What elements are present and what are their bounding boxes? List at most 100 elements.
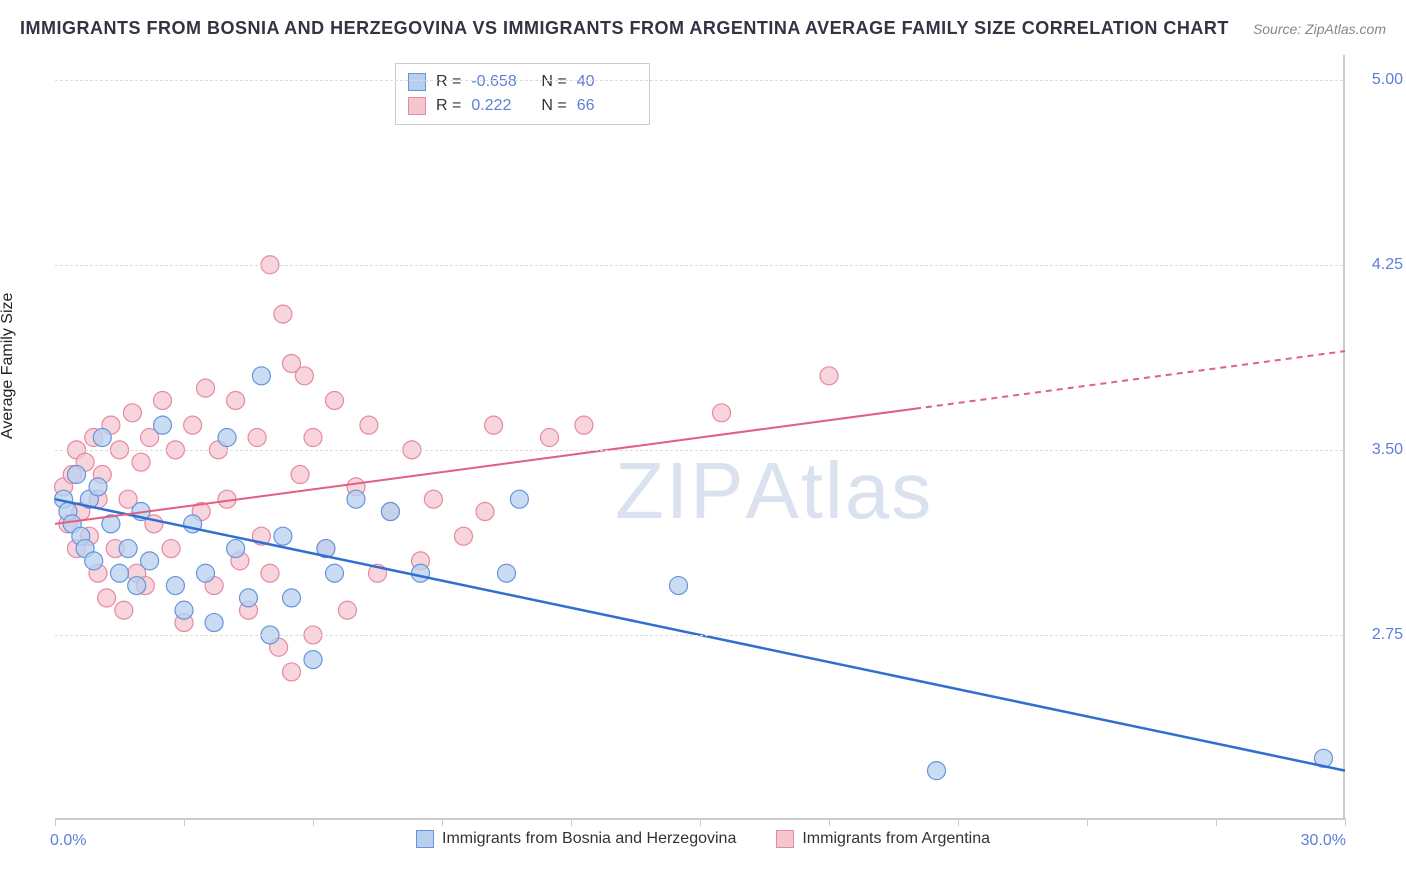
data-point [252,367,270,385]
data-point [154,416,172,434]
data-point [132,453,150,471]
data-point [360,416,378,434]
legend-label: Immigrants from Bosnia and Herzegovina [442,830,736,848]
data-point [304,429,322,447]
data-point [304,651,322,669]
data-point [670,577,688,595]
data-point [291,466,309,484]
data-point [85,552,103,570]
gridline [55,450,1343,451]
stat-n-value: 40 [577,70,637,94]
y-tick-label: 5.00 [1372,71,1403,89]
series-legend: Immigrants from Bosnia and Herzegovina Im… [0,830,1406,848]
data-point [326,564,344,582]
data-point [89,478,107,496]
legend-swatch [408,73,426,91]
data-point [575,416,593,434]
legend-item: Immigrants from Argentina [776,830,990,848]
source-attribution: Source: ZipAtlas.com [1253,21,1386,37]
data-point [485,416,503,434]
data-point [541,429,559,447]
data-point [476,503,494,521]
legend-swatch [416,830,434,848]
x-tick [1216,818,1217,826]
data-point [274,305,292,323]
data-point [98,589,116,607]
stat-n-label: N = [541,94,566,118]
x-tick [184,818,185,826]
gridline [55,265,1343,266]
data-point [166,577,184,595]
x-tick [571,818,572,826]
plot-area: R =-0.658N =40R =0.222N =66 ZIPAtlas 2.7… [55,55,1345,820]
gridline [55,635,1343,636]
y-tick-label: 3.50 [1372,441,1403,459]
data-point [197,379,215,397]
y-tick-label: 2.75 [1372,626,1403,644]
trend-line-extrapolated [915,351,1345,409]
data-point [218,429,236,447]
x-tick [829,818,830,826]
x-tick [442,818,443,826]
data-point [274,527,292,545]
legend-swatch [776,830,794,848]
data-point [248,429,266,447]
correlation-stats-box: R = -0.658 N = 40 R = 0.222 N = 66 [395,63,650,125]
stat-r-label: R = [436,70,461,94]
scatter-svg [55,55,1343,818]
x-tick [313,818,314,826]
data-point [820,367,838,385]
x-tick [1345,818,1346,826]
data-point [295,367,313,385]
data-point [455,527,473,545]
x-tick [1087,818,1088,826]
legend-item: Immigrants from Bosnia and Herzegovina [416,830,736,848]
stats-row: R = -0.658 N = 40 [408,70,637,94]
data-point [227,540,245,558]
data-point [184,416,202,434]
data-point [68,466,86,484]
stats-row: R = 0.222 N = 66 [408,94,637,118]
data-point [928,762,946,780]
x-tick [958,818,959,826]
data-point [510,490,528,508]
data-point [141,552,159,570]
data-point [162,540,180,558]
data-point [123,404,141,422]
chart-header: IMMIGRANTS FROM BOSNIA AND HERZEGOVINA V… [20,18,1386,39]
data-point [326,391,344,409]
data-point [93,429,111,447]
chart-title: IMMIGRANTS FROM BOSNIA AND HERZEGOVINA V… [20,18,1229,39]
data-point [111,564,129,582]
x-tick [55,818,56,826]
stat-r-value: 0.222 [471,94,531,118]
data-point [347,490,365,508]
data-point [412,564,430,582]
data-point [283,663,301,681]
stat-n-label: N = [541,70,566,94]
data-point [175,601,193,619]
y-axis-label: Average Family Size [0,293,17,439]
gridline [55,80,1343,81]
x-tick [700,818,701,826]
data-point [205,614,223,632]
data-point [154,391,172,409]
data-point [498,564,516,582]
data-point [283,589,301,607]
data-point [424,490,442,508]
data-point [338,601,356,619]
stat-r-value: -0.658 [471,70,531,94]
data-point [713,404,731,422]
stat-n-value: 66 [577,94,637,118]
data-point [119,540,137,558]
data-point [240,589,258,607]
data-point [381,503,399,521]
stat-r-label: R = [436,94,461,118]
data-point [227,391,245,409]
data-point [128,577,146,595]
y-tick-label: 4.25 [1372,256,1403,274]
data-point [115,601,133,619]
data-point [197,564,215,582]
data-point [261,564,279,582]
legend-swatch [408,97,426,115]
